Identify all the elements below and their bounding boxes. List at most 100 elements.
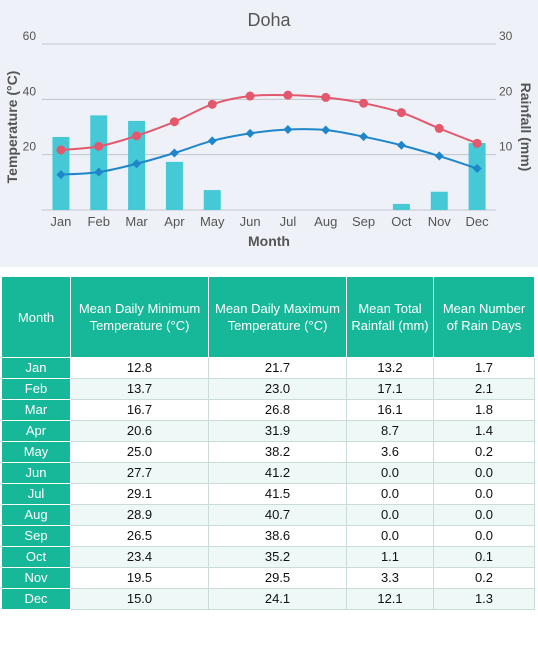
- table-row: Sep 26.5 38.6 0.0 0.0: [1, 525, 535, 547]
- max-temp-point: [56, 145, 66, 155]
- right-axis-title: Rainfall (mm): [518, 83, 534, 172]
- cell-max-temp: 21.7: [208, 357, 347, 379]
- cell-min-temp: 15.0: [70, 588, 209, 610]
- rainfall-bar: [165, 161, 183, 210]
- x-axis-title: Month: [248, 233, 290, 249]
- x-tick-label: Sep: [352, 214, 375, 229]
- cell-rainfall: 1.1: [346, 546, 434, 568]
- x-tick-label: Jan: [50, 214, 71, 229]
- cell-rain-days: 0.0: [433, 462, 535, 484]
- cell-max-temp: 41.2: [208, 462, 347, 484]
- cell-max-temp: 26.8: [208, 399, 347, 421]
- table-row: Oct 23.4 35.2 1.1 0.1: [1, 546, 535, 568]
- left-tick-label: 40: [23, 84, 37, 98]
- cell-max-temp: 29.5: [208, 567, 347, 589]
- cell-rain-days: 2.1: [433, 378, 535, 400]
- cell-rainfall: 0.0: [346, 525, 434, 547]
- table-row: Jun 27.7 41.2 0.0 0.0: [1, 462, 535, 484]
- table-row: Apr 20.6 31.9 8.7 1.4: [1, 420, 535, 442]
- min-temp-point: [169, 148, 179, 158]
- cell-month: Oct: [1, 546, 71, 568]
- cell-month: Sep: [1, 525, 71, 547]
- min-temp-point: [396, 140, 406, 150]
- cell-rain-days: 1.8: [433, 399, 535, 421]
- cell-month: Aug: [1, 504, 71, 526]
- cell-rain-days: 0.2: [433, 441, 535, 463]
- max-temp-point: [321, 92, 331, 102]
- min-temp-point: [207, 136, 217, 146]
- cell-month: Jan: [1, 357, 71, 379]
- cell-month: Feb: [1, 378, 71, 400]
- cell-min-temp: 26.5: [70, 525, 209, 547]
- right-tick-label: 10: [499, 140, 513, 154]
- chart-title: Doha: [247, 10, 291, 30]
- cell-max-temp: 40.7: [208, 504, 347, 526]
- cell-min-temp: 12.8: [70, 357, 209, 379]
- cell-rainfall: 0.0: [346, 504, 434, 526]
- climate-chart-panel: 20 40 60 10 20 30 Jan Feb Mar Apr May Jun Jul Aug Sep O…: [0, 0, 538, 267]
- max-temp-point: [94, 141, 104, 151]
- min-temp-point: [94, 167, 104, 177]
- x-tick-label: Feb: [88, 214, 110, 229]
- max-temp-point: [169, 117, 179, 127]
- climate-table: Month Mean Daily Minimum Temperature (°C…: [1, 276, 535, 610]
- cell-month: Dec: [1, 588, 71, 610]
- table-row: Jul 29.1 41.5 0.0 0.0: [1, 483, 535, 505]
- cell-min-temp: 20.6: [70, 420, 209, 442]
- right-tick-label: 20: [499, 84, 513, 98]
- x-tick-label: Dec: [466, 214, 490, 229]
- cell-rain-days: 0.0: [433, 504, 535, 526]
- table-row: Aug 28.9 40.7 0.0 0.0: [1, 504, 535, 526]
- cell-max-temp: 41.5: [208, 483, 347, 505]
- header-max-temp: Mean Daily Maximum Temperature (°C): [208, 276, 347, 358]
- min-temp-line: [60, 128, 478, 176]
- cell-min-temp: 23.4: [70, 546, 209, 568]
- table-body: Jan 12.8 21.7 13.2 1.7 Feb 13.7 23.0 17.1 2.1 Mar 1…: [1, 357, 535, 610]
- cell-max-temp: 31.9: [208, 420, 347, 442]
- cell-rainfall: 3.3: [346, 567, 434, 589]
- x-tick-label: Oct: [391, 214, 412, 229]
- max-temp-line: [60, 93, 478, 151]
- cell-rainfall: 0.0: [346, 462, 434, 484]
- table-row: Nov 19.5 29.5 3.3 0.2: [1, 567, 535, 589]
- min-temp-point: [283, 124, 293, 134]
- left-tick-label: 20: [23, 140, 37, 154]
- table-row: Jan 12.8 21.7 13.2 1.7: [1, 357, 535, 379]
- min-temp-point: [132, 159, 142, 169]
- cell-month: Mar: [1, 399, 71, 421]
- cell-min-temp: 19.5: [70, 567, 209, 589]
- header-rainfall: Mean Total Rainfall (mm): [346, 276, 434, 358]
- cell-min-temp: 27.7: [70, 462, 209, 484]
- min-temp-point: [472, 164, 482, 173]
- min-temp-point: [434, 151, 444, 161]
- cell-rain-days: 1.7: [433, 357, 535, 379]
- cell-rainfall: 16.1: [346, 399, 434, 421]
- min-temp-point: [321, 125, 331, 135]
- cell-rainfall: 17.1: [346, 378, 434, 400]
- cell-month: May: [1, 441, 71, 463]
- cell-min-temp: 29.1: [70, 483, 209, 505]
- cell-month: Jun: [1, 462, 71, 484]
- x-tick-label: Aug: [314, 214, 337, 229]
- cell-rain-days: 1.4: [433, 420, 535, 442]
- max-temp-point: [132, 131, 142, 141]
- cell-rainfall: 12.1: [346, 588, 434, 610]
- cell-min-temp: 13.7: [70, 378, 209, 400]
- header-rain-days: Mean Number of Rain Days: [433, 276, 535, 358]
- x-tick-label: Apr: [164, 214, 185, 229]
- rainfall-bar: [392, 203, 410, 210]
- x-tick-label: Jul: [280, 214, 297, 229]
- rainfall-bar: [203, 190, 221, 210]
- cell-rain-days: 0.1: [433, 546, 535, 568]
- right-tick-label: 30: [499, 29, 513, 43]
- cell-month: Nov: [1, 567, 71, 589]
- cell-min-temp: 28.9: [70, 504, 209, 526]
- min-temp-point: [359, 132, 369, 142]
- table-header-row: Month Mean Daily Minimum Temperature (°C…: [1, 276, 535, 358]
- table-row: Feb 13.7 23.0 17.1 2.1: [1, 378, 535, 400]
- cell-max-temp: 35.2: [208, 546, 347, 568]
- max-temp-point: [396, 108, 406, 118]
- cell-rainfall: 3.6: [346, 441, 434, 463]
- x-tick-label: Nov: [428, 214, 452, 229]
- cell-rainfall: 8.7: [346, 420, 434, 442]
